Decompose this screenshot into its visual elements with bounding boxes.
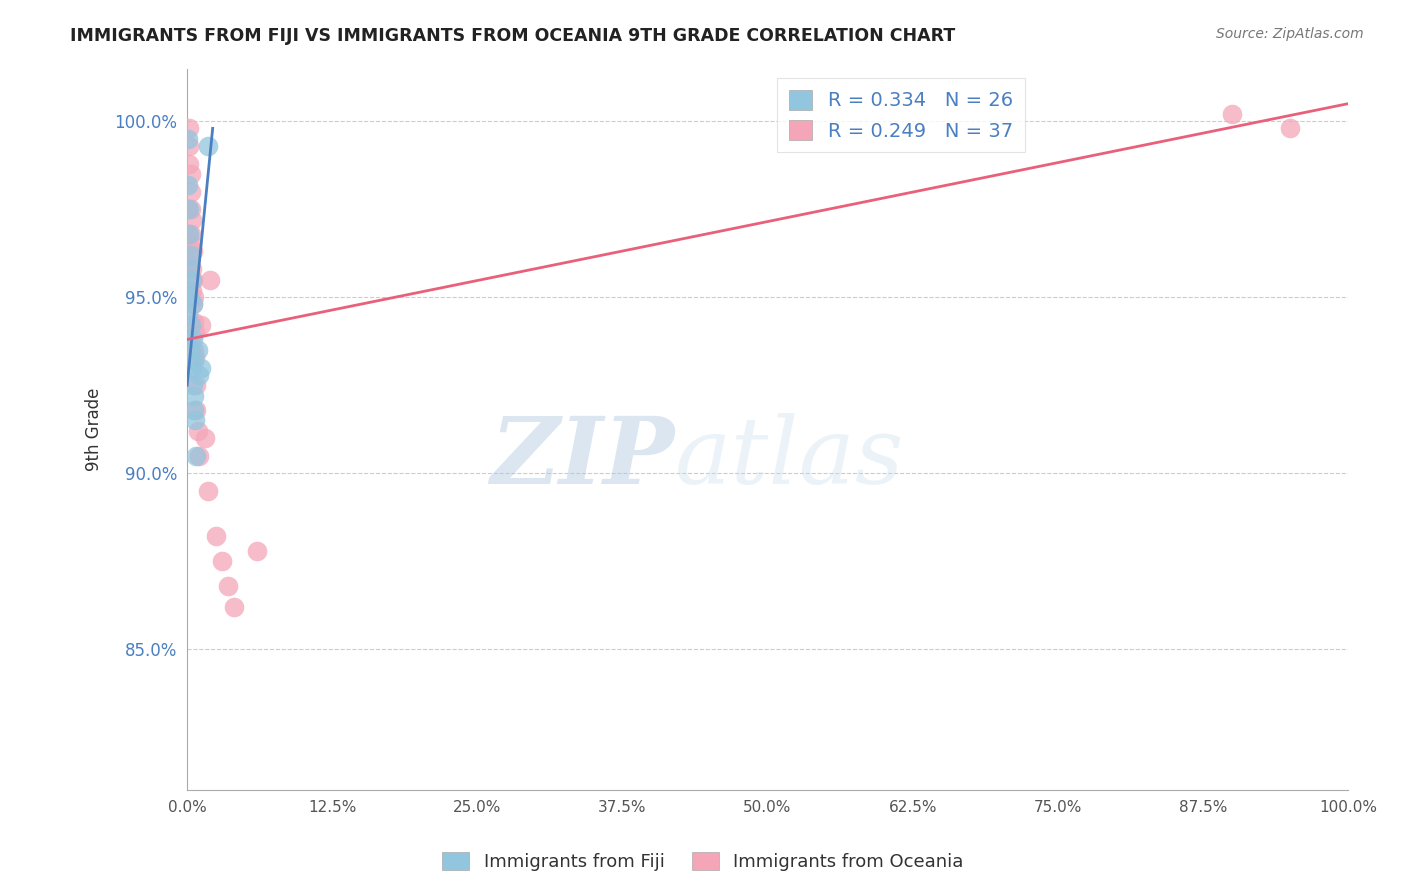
Point xyxy=(180,237,202,252)
Point xyxy=(200,272,222,286)
Point xyxy=(179,262,201,277)
Point xyxy=(187,449,209,463)
Point xyxy=(180,262,202,277)
Text: atlas: atlas xyxy=(675,413,904,503)
Point xyxy=(180,343,202,357)
Point xyxy=(222,599,245,614)
Point xyxy=(190,360,212,375)
Point xyxy=(183,290,205,304)
Point xyxy=(186,402,208,417)
Point xyxy=(180,202,202,217)
Point xyxy=(1220,107,1243,121)
Point xyxy=(193,431,215,445)
Legend: Immigrants from Fiji, Immigrants from Oceania: Immigrants from Fiji, Immigrants from Oc… xyxy=(434,845,972,879)
Text: Source: ZipAtlas.com: Source: ZipAtlas.com xyxy=(1216,27,1364,41)
Point xyxy=(179,121,201,136)
Point xyxy=(181,297,204,311)
Point xyxy=(180,360,202,375)
Point xyxy=(179,156,201,170)
Point xyxy=(183,315,205,329)
Point xyxy=(179,227,201,241)
Point xyxy=(187,368,209,382)
Text: ZIP: ZIP xyxy=(491,413,675,503)
Point xyxy=(183,343,205,357)
Point xyxy=(246,543,269,558)
Point xyxy=(180,212,202,227)
Point xyxy=(181,244,204,259)
Point xyxy=(187,424,209,438)
Point xyxy=(183,389,205,403)
Point xyxy=(177,178,200,192)
Point xyxy=(181,333,204,347)
Point xyxy=(211,554,233,568)
Point xyxy=(197,139,219,153)
Point xyxy=(217,579,239,593)
Point xyxy=(187,343,209,357)
Point xyxy=(180,185,202,199)
Point xyxy=(184,413,207,427)
Point xyxy=(184,350,207,364)
Point xyxy=(205,529,228,543)
Point xyxy=(179,139,201,153)
Point xyxy=(180,318,202,333)
Point xyxy=(197,483,219,498)
Point xyxy=(177,255,200,269)
Point xyxy=(177,132,200,146)
Point xyxy=(180,283,202,297)
Point xyxy=(179,290,201,304)
Point xyxy=(180,248,202,262)
Text: IMMIGRANTS FROM FIJI VS IMMIGRANTS FROM OCEANIA 9TH GRADE CORRELATION CHART: IMMIGRANTS FROM FIJI VS IMMIGRANTS FROM … xyxy=(70,27,956,45)
Point xyxy=(183,402,205,417)
Point xyxy=(177,308,200,322)
Point xyxy=(180,227,202,241)
Point xyxy=(190,318,212,333)
Point xyxy=(180,272,202,286)
Legend: R = 0.334   N = 26, R = 0.249   N = 37: R = 0.334 N = 26, R = 0.249 N = 37 xyxy=(778,78,1025,153)
Point xyxy=(181,378,204,392)
Point xyxy=(183,353,205,368)
Point xyxy=(1278,121,1301,136)
Point xyxy=(177,227,200,241)
Point xyxy=(177,283,200,297)
Point xyxy=(181,272,204,286)
Point xyxy=(184,326,207,340)
Point xyxy=(179,202,201,217)
Point xyxy=(181,297,204,311)
Point xyxy=(186,378,208,392)
Point xyxy=(180,167,202,181)
Point xyxy=(177,333,200,347)
Point xyxy=(186,449,208,463)
Point xyxy=(177,202,200,217)
Y-axis label: 9th Grade: 9th Grade xyxy=(86,387,103,471)
